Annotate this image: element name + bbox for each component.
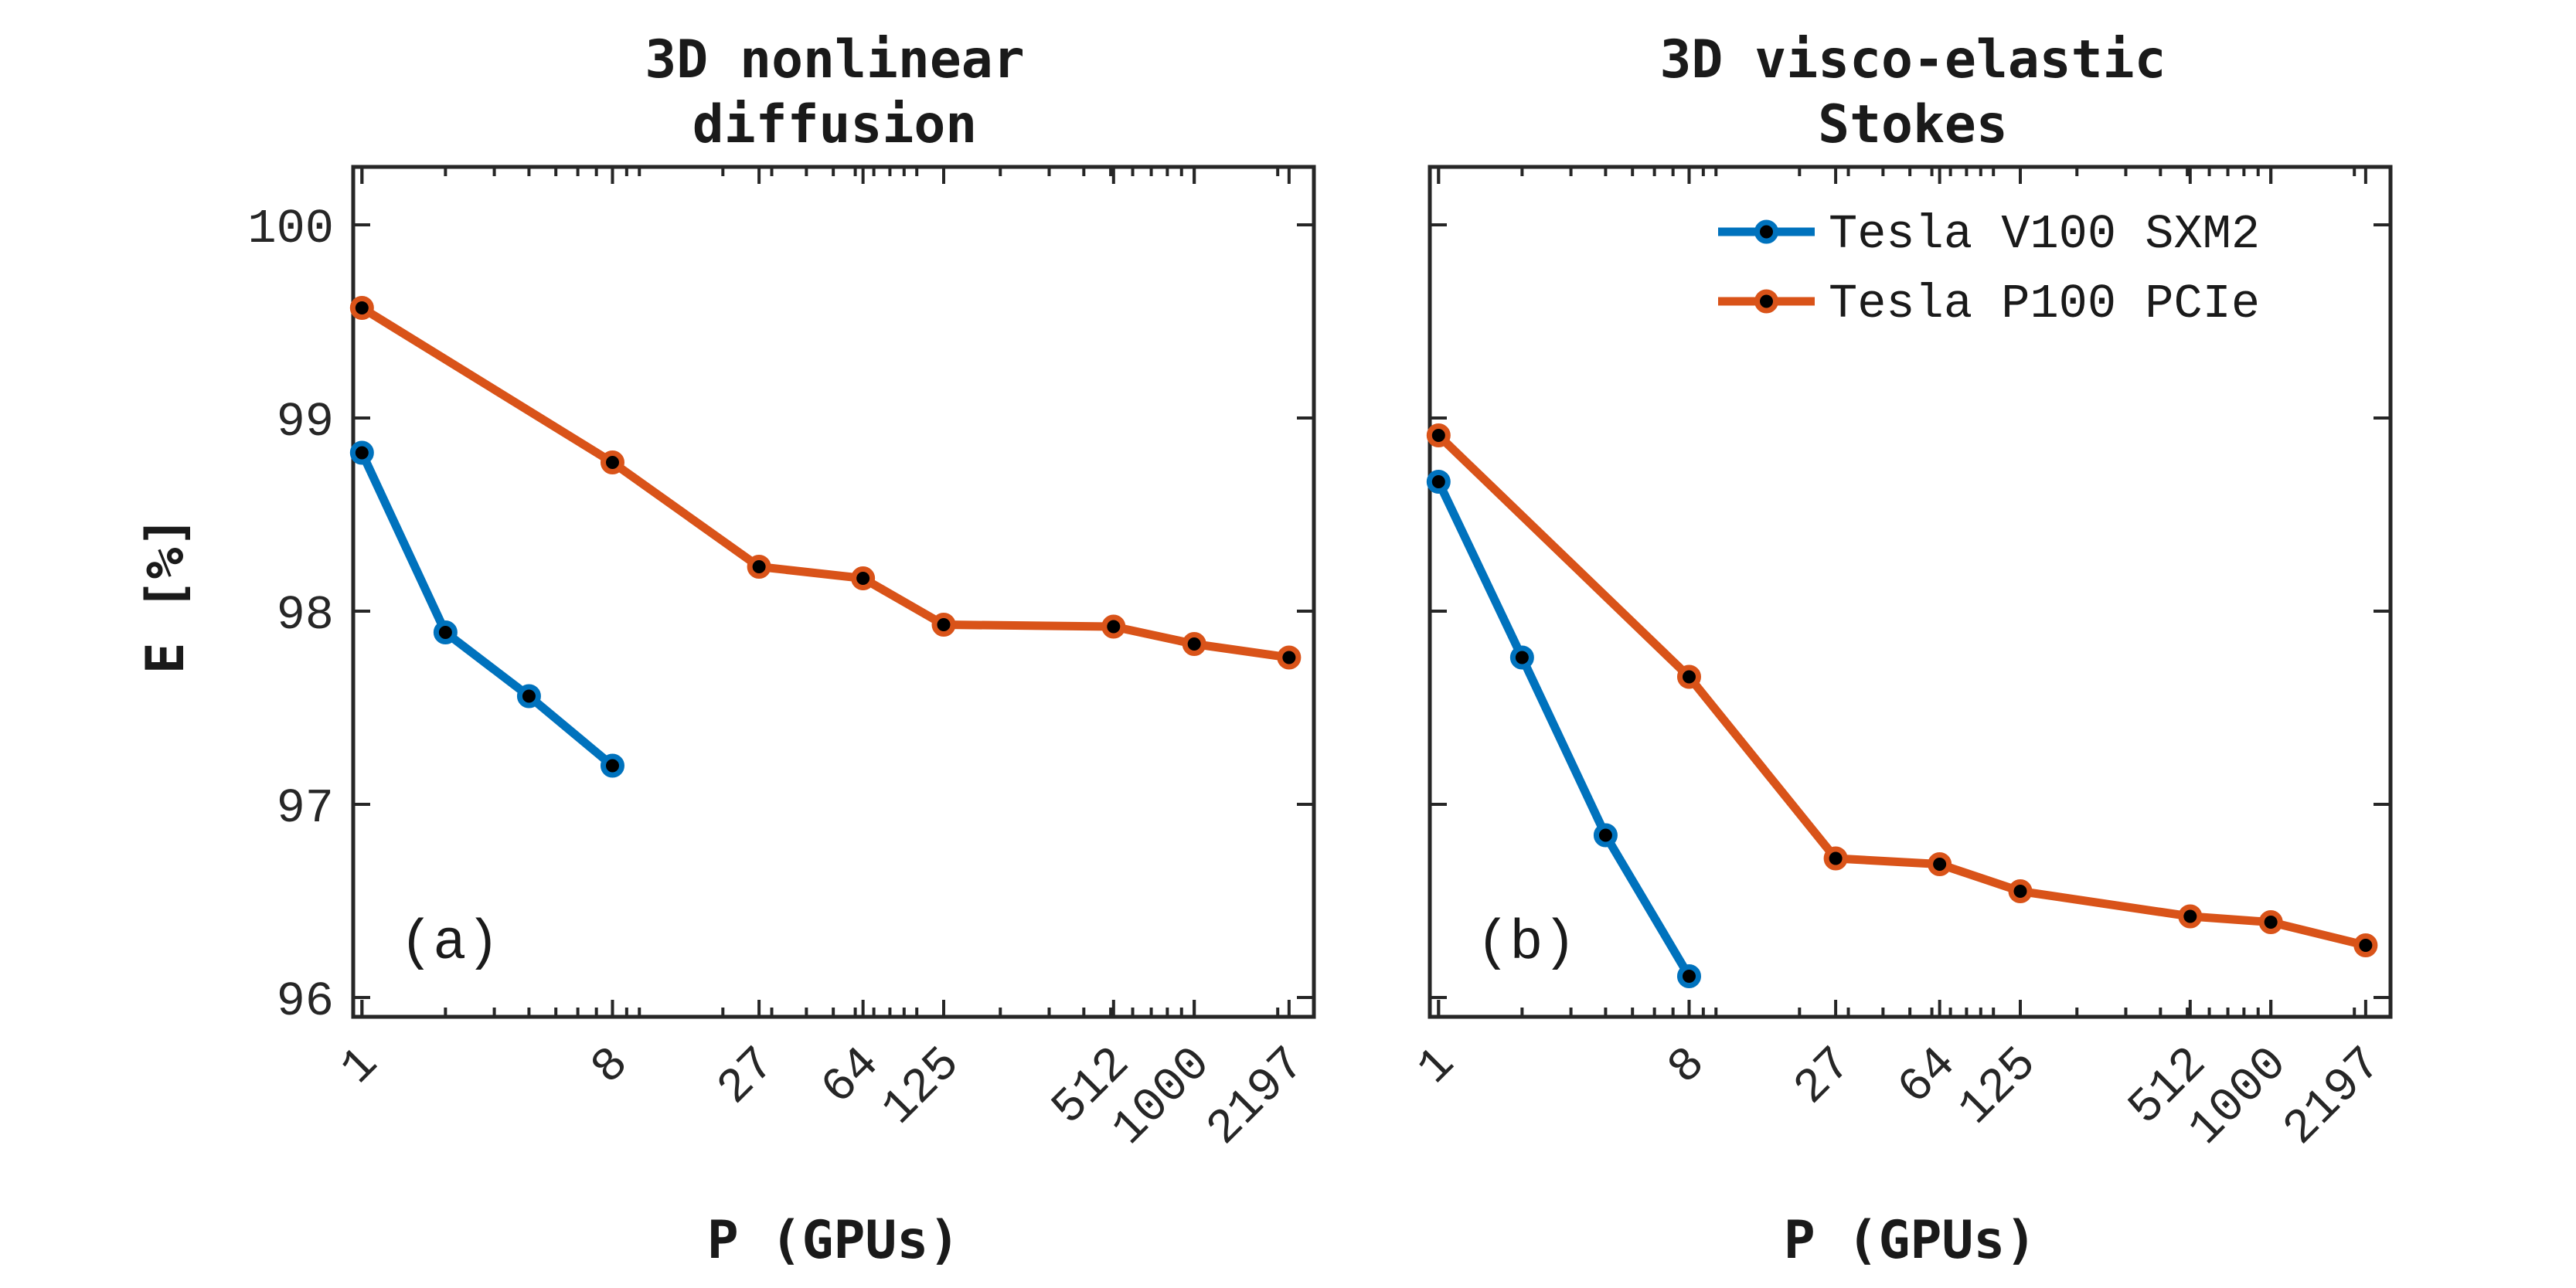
panel-annotation: (a) bbox=[400, 912, 500, 975]
data-point bbox=[349, 296, 374, 320]
legend-entry: Tesla P100 PCIe bbox=[1829, 277, 2260, 331]
data-point bbox=[2353, 933, 2378, 957]
data-point bbox=[851, 566, 876, 590]
data-point bbox=[1823, 846, 1848, 871]
x-tick-label: 1 bbox=[1407, 1036, 1466, 1096]
data-point bbox=[1426, 470, 1451, 494]
x-tick-label: 8 bbox=[580, 1036, 640, 1096]
x-tick-label: 8 bbox=[1657, 1036, 1717, 1096]
x-tick-label: 2197 bbox=[2273, 1036, 2393, 1156]
legend-entry: Tesla V100 SXM2 bbox=[1829, 207, 2260, 262]
y-tick-label: 99 bbox=[277, 395, 334, 450]
data-point bbox=[1426, 423, 1451, 447]
chart-title-line: 3D nonlinear bbox=[645, 29, 1024, 90]
x-tick-label: 27 bbox=[1784, 1036, 1863, 1116]
series-line bbox=[358, 450, 615, 770]
y-tick-label: 100 bbox=[247, 202, 334, 257]
x-tick-label: 1 bbox=[330, 1036, 390, 1096]
data-point bbox=[1593, 823, 1618, 848]
series-line bbox=[1434, 480, 1693, 979]
data-point bbox=[1182, 632, 1206, 656]
data-point bbox=[1101, 614, 1126, 639]
x-axis-label: P (GPUs) bbox=[1784, 1210, 2037, 1271]
y-tick-label: 96 bbox=[277, 974, 334, 1029]
data-point bbox=[1928, 852, 1952, 876]
data-point bbox=[1277, 645, 1302, 670]
series-line bbox=[359, 304, 1290, 662]
data-point bbox=[2258, 910, 2283, 934]
data-point bbox=[433, 620, 458, 644]
data-point bbox=[1676, 964, 1701, 988]
legend-marker bbox=[1754, 219, 1778, 244]
data-point bbox=[600, 753, 624, 778]
data-point bbox=[2178, 904, 2203, 929]
x-tick-label: 125 bbox=[1948, 1036, 2047, 1136]
x-tick-label: 125 bbox=[871, 1036, 971, 1136]
data-point bbox=[931, 613, 956, 637]
chart-title-line: 3D visco-elastic bbox=[1659, 29, 2166, 90]
axes-box bbox=[351, 165, 1316, 1019]
x-tick-label: 2197 bbox=[1196, 1036, 1316, 1156]
panel-annotation: (b) bbox=[1476, 912, 1577, 975]
data-point bbox=[1509, 645, 1534, 670]
legend-marker bbox=[1754, 289, 1778, 314]
data-point bbox=[1676, 664, 1701, 689]
data-point bbox=[2008, 879, 2033, 903]
chart-title-line: Stokes bbox=[1818, 94, 2008, 155]
data-point bbox=[747, 555, 771, 579]
data-point bbox=[600, 450, 624, 474]
y-tick-label: 98 bbox=[277, 588, 334, 643]
series-line bbox=[1435, 432, 2367, 950]
x-tick-label: 27 bbox=[707, 1036, 787, 1116]
data-point bbox=[349, 440, 374, 465]
y-axis-label: E [%] bbox=[135, 516, 196, 675]
y-tick-label: 97 bbox=[277, 781, 334, 836]
chart-title-line: diffusion bbox=[692, 94, 977, 155]
data-point bbox=[516, 684, 541, 709]
x-axis-label: P (GPUs) bbox=[707, 1210, 961, 1271]
